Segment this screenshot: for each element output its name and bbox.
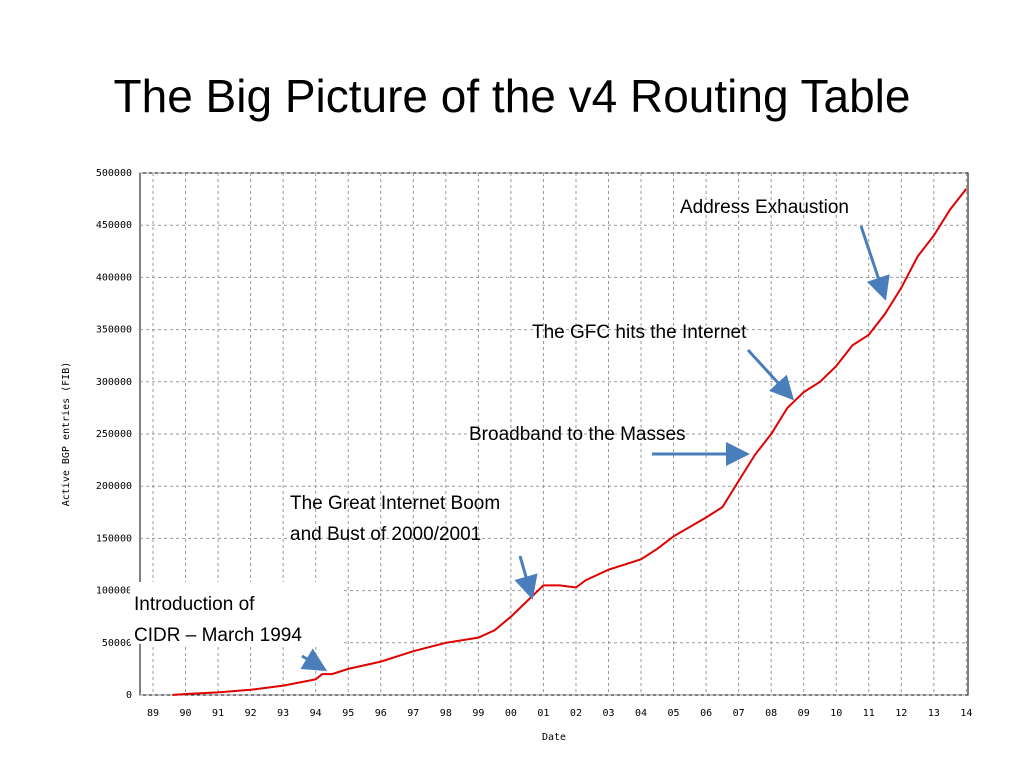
- y-tick-label: 400000: [96, 272, 132, 283]
- x-tick-label: 13: [928, 708, 940, 719]
- x-tick-label: 11: [863, 708, 875, 719]
- x-tick-label: 10: [830, 708, 842, 719]
- x-tick-label: 92: [245, 708, 257, 719]
- y-tick-label: 150000: [96, 533, 132, 544]
- y-tick-label: 200000: [96, 481, 132, 492]
- y-tick-label: 50000: [102, 638, 132, 649]
- data-line: [172, 188, 968, 696]
- x-tick-label: 04: [635, 708, 647, 719]
- x-tick-label: 03: [602, 708, 614, 719]
- y-axis-label: Active BGP entries (FIB): [61, 362, 72, 507]
- x-tick-label: 12: [895, 708, 907, 719]
- x-tick-label: 07: [733, 708, 745, 719]
- x-tick-label: 91: [212, 708, 224, 719]
- annotation-arrows: [300, 225, 890, 672]
- y-tick-label: 350000: [96, 325, 132, 336]
- y-tick-label: 250000: [96, 429, 132, 440]
- x-tick-label: 90: [180, 708, 192, 719]
- x-tick-label: 14: [960, 708, 972, 719]
- annotation: The GFC hits the Internet: [532, 322, 747, 343]
- x-tick-label: 02: [570, 708, 582, 719]
- x-tick-label: 05: [668, 708, 680, 719]
- x-tick-label: 89: [147, 708, 159, 719]
- y-tick-label: 100000: [96, 586, 132, 597]
- x-tick-label: 00: [505, 708, 517, 719]
- x-tick-label: 94: [310, 708, 322, 719]
- x-tick-label: 01: [537, 708, 549, 719]
- annotation: Address Exhaustion: [680, 197, 849, 218]
- x-tick-label: 97: [407, 708, 419, 719]
- plot: 0 50000 100000 150000 200000 250000 300000 3500…: [61, 168, 972, 743]
- x-tick-label: 08: [765, 708, 777, 719]
- annotation: Introduction of: [134, 594, 255, 615]
- annotation: Broadband to the Masses: [469, 424, 686, 445]
- y-tick-label: 500000: [96, 168, 132, 179]
- annotation: and Bust of 2000/2001: [290, 524, 481, 545]
- x-tick-label: 09: [798, 708, 810, 719]
- y-tick-label: 300000: [96, 377, 132, 388]
- x-axis-label: Date: [542, 732, 566, 743]
- annotations: Address Exhaustion The GFC hits the Inte…: [130, 197, 890, 672]
- annotation: CIDR – March 1994: [134, 625, 302, 646]
- x-tick-label: 06: [700, 708, 712, 719]
- x-tick-label: 95: [342, 708, 354, 719]
- x-tick-label: 99: [472, 708, 484, 719]
- x-tick-label: 93: [277, 708, 289, 719]
- x-tick-label: 96: [375, 708, 387, 719]
- slide-title: The Big Picture of the v4 Routing Table: [114, 70, 911, 122]
- y-tick-label: 0: [126, 690, 132, 701]
- annotation-box: [130, 582, 342, 644]
- y-tick-label: 450000: [96, 220, 132, 231]
- annotation: The Great Internet Boom: [290, 493, 500, 514]
- x-tick-label: 98: [440, 708, 452, 719]
